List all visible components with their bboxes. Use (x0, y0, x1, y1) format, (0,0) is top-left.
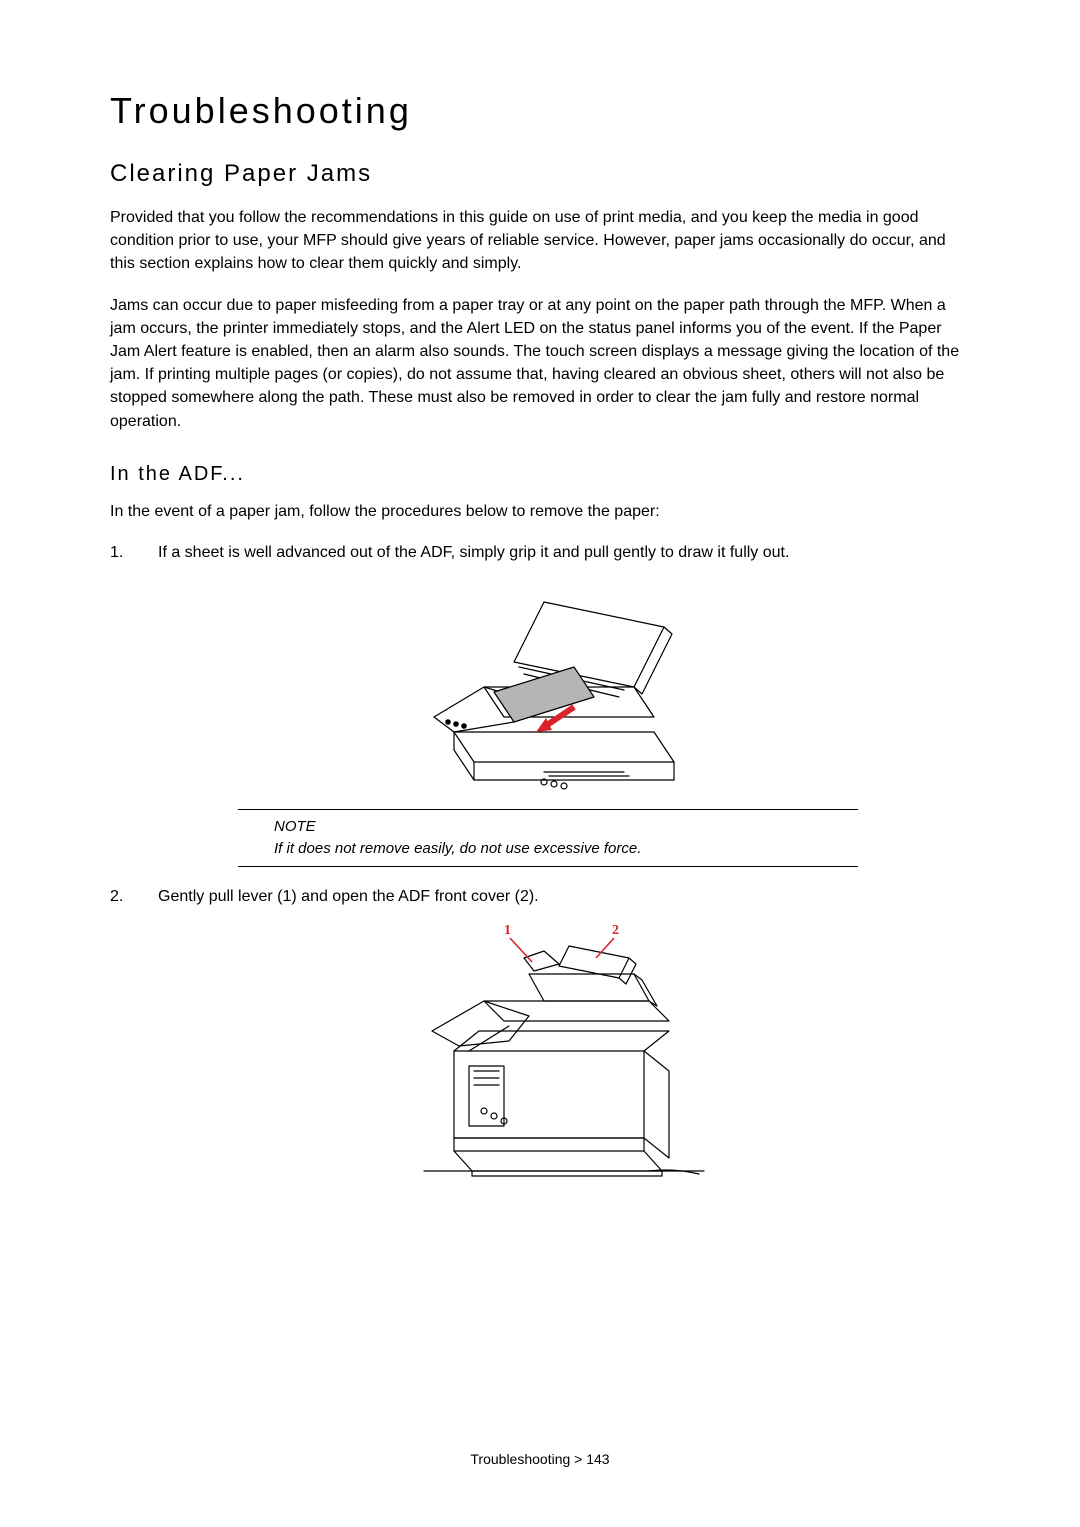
page-footer: Troubleshooting > 143 (0, 1451, 1080, 1467)
step-1-text: If a sheet is well advanced out of the A… (158, 544, 789, 561)
procedure-list: If a sheet is well advanced out of the A… (110, 541, 970, 1193)
note-title: NOTE (238, 816, 858, 838)
intro-paragraph-2: Jams can occur due to paper misfeeding f… (110, 294, 970, 433)
subsection-intro: In the event of a paper jam, follow the … (110, 500, 970, 523)
note-rule-bottom (238, 866, 858, 867)
step-2: Gently pull lever (1) and open the ADF f… (110, 885, 970, 1193)
figure-2-wrap: 1 2 (158, 916, 970, 1193)
intro-paragraph-1: Provided that you follow the recommendat… (110, 206, 970, 276)
note-block: NOTE If it does not remove easily, do no… (238, 809, 858, 867)
step-1: If a sheet is well advanced out of the A… (110, 541, 970, 867)
figure-1-wrap (158, 572, 970, 799)
note-body: If it does not remove easily, do not use… (238, 838, 858, 860)
adf-open-cover-illustration: 1 2 (414, 916, 714, 1186)
section-heading: Clearing Paper Jams (110, 160, 970, 188)
callout-label-1: 1 (504, 923, 511, 938)
page-title: Troubleshooting (110, 90, 970, 132)
step-2-text: Gently pull lever (1) and open the ADF f… (158, 888, 539, 905)
subsection-heading: In the ADF... (110, 463, 970, 486)
note-rule-top (238, 809, 858, 810)
adf-pull-paper-illustration (424, 572, 704, 792)
callout-label-2: 2 (612, 923, 619, 938)
